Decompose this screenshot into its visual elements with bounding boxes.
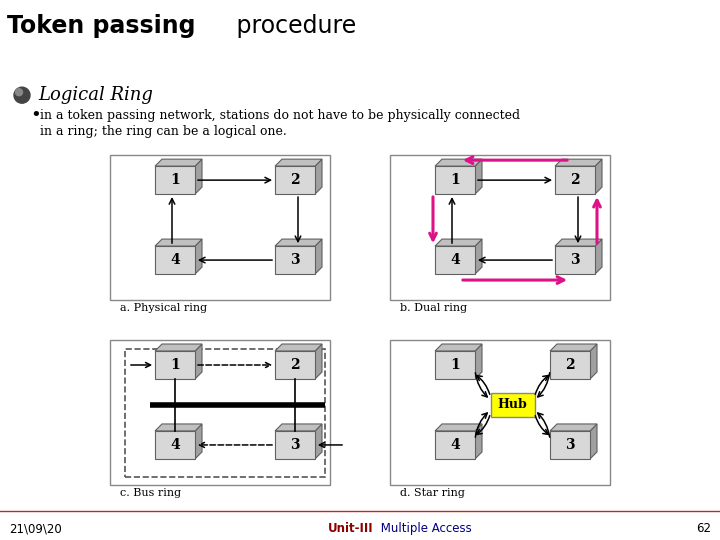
Text: 2: 2 bbox=[290, 173, 300, 187]
Text: 1: 1 bbox=[170, 173, 180, 187]
Polygon shape bbox=[595, 239, 602, 274]
Bar bbox=[550, 351, 590, 379]
Polygon shape bbox=[550, 424, 597, 431]
Polygon shape bbox=[155, 344, 202, 351]
Bar bbox=[155, 166, 195, 194]
Polygon shape bbox=[475, 424, 482, 459]
Polygon shape bbox=[590, 344, 597, 379]
Text: Logical Ring: Logical Ring bbox=[38, 86, 153, 104]
Bar bbox=[110, 340, 330, 485]
Text: Hub: Hub bbox=[498, 399, 527, 411]
Bar bbox=[390, 155, 610, 300]
Text: c. Bus ring: c. Bus ring bbox=[120, 488, 181, 498]
Bar bbox=[155, 246, 195, 274]
Bar bbox=[275, 431, 315, 459]
Text: 2: 2 bbox=[570, 173, 580, 187]
Polygon shape bbox=[315, 159, 322, 194]
Bar bbox=[435, 431, 475, 459]
Text: 1: 1 bbox=[450, 173, 460, 187]
Circle shape bbox=[16, 89, 22, 96]
Polygon shape bbox=[195, 344, 202, 379]
Text: •: • bbox=[30, 106, 41, 124]
Text: procedure: procedure bbox=[229, 14, 356, 38]
Text: 62: 62 bbox=[696, 522, 711, 535]
Bar bbox=[435, 246, 475, 274]
Text: d. Star ring: d. Star ring bbox=[400, 488, 465, 498]
Text: 3: 3 bbox=[565, 438, 575, 452]
Text: 1: 1 bbox=[170, 358, 180, 372]
Polygon shape bbox=[435, 239, 482, 246]
Bar bbox=[555, 166, 595, 194]
Polygon shape bbox=[155, 424, 202, 431]
Polygon shape bbox=[475, 344, 482, 379]
Bar bbox=[125, 349, 325, 477]
Bar bbox=[435, 351, 475, 379]
Polygon shape bbox=[315, 239, 322, 274]
Polygon shape bbox=[195, 239, 202, 274]
Bar bbox=[550, 431, 590, 459]
Polygon shape bbox=[315, 424, 322, 459]
Text: 4: 4 bbox=[170, 438, 180, 452]
Text: 1: 1 bbox=[450, 358, 460, 372]
Text: b. Dual ring: b. Dual ring bbox=[400, 303, 467, 313]
Text: 3: 3 bbox=[570, 253, 580, 267]
Bar bbox=[275, 351, 315, 379]
Polygon shape bbox=[155, 159, 202, 166]
Polygon shape bbox=[195, 424, 202, 459]
Text: 2: 2 bbox=[290, 358, 300, 372]
Polygon shape bbox=[435, 344, 482, 351]
Text: 2: 2 bbox=[565, 358, 575, 372]
Text: Multiple Access: Multiple Access bbox=[377, 522, 472, 535]
Text: 3: 3 bbox=[290, 253, 300, 267]
Bar bbox=[155, 431, 195, 459]
Text: Unit-III: Unit-III bbox=[328, 522, 373, 535]
Polygon shape bbox=[435, 424, 482, 431]
Polygon shape bbox=[475, 159, 482, 194]
Text: 4: 4 bbox=[170, 253, 180, 267]
Polygon shape bbox=[555, 159, 602, 166]
Polygon shape bbox=[555, 239, 602, 246]
Bar bbox=[435, 166, 475, 194]
Polygon shape bbox=[155, 239, 202, 246]
Text: a. Physical ring: a. Physical ring bbox=[120, 303, 207, 313]
Circle shape bbox=[14, 87, 30, 103]
Polygon shape bbox=[275, 424, 322, 431]
Bar bbox=[490, 393, 534, 417]
Bar bbox=[275, 246, 315, 274]
Text: 4: 4 bbox=[450, 253, 460, 267]
Bar bbox=[390, 340, 610, 485]
Text: 21\09\20: 21\09\20 bbox=[9, 522, 61, 535]
Text: 4: 4 bbox=[450, 438, 460, 452]
Polygon shape bbox=[550, 344, 597, 351]
Text: Token passing: Token passing bbox=[7, 14, 196, 38]
Text: in a token passing network, stations do not have to be physically connected: in a token passing network, stations do … bbox=[40, 109, 520, 122]
Bar bbox=[110, 155, 330, 300]
Polygon shape bbox=[435, 159, 482, 166]
Polygon shape bbox=[275, 344, 322, 351]
Polygon shape bbox=[595, 159, 602, 194]
Polygon shape bbox=[475, 239, 482, 274]
Polygon shape bbox=[275, 239, 322, 246]
Polygon shape bbox=[195, 159, 202, 194]
Polygon shape bbox=[590, 424, 597, 459]
Text: in a ring; the ring can be a logical one.: in a ring; the ring can be a logical one… bbox=[40, 125, 287, 138]
Bar bbox=[555, 246, 595, 274]
Polygon shape bbox=[275, 159, 322, 166]
Bar bbox=[155, 351, 195, 379]
Bar bbox=[275, 166, 315, 194]
Text: 3: 3 bbox=[290, 438, 300, 452]
Polygon shape bbox=[315, 344, 322, 379]
